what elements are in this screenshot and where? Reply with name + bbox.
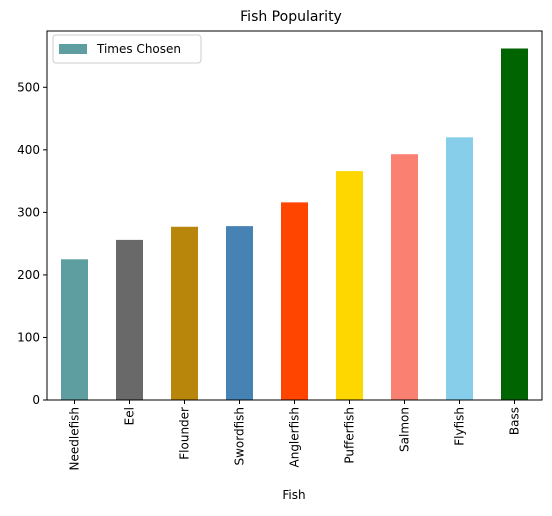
x-tick-label: Swordfish bbox=[233, 407, 247, 466]
x-tick-label: Salmon bbox=[398, 407, 412, 452]
bar-anglerfish bbox=[281, 202, 308, 400]
legend: Times Chosen bbox=[52, 34, 202, 64]
chart-title: Fish Popularity bbox=[240, 9, 342, 25]
y-tick-label: 100 bbox=[17, 330, 40, 344]
x-axis: Needlefish Eel Flounder Swordfish Anglerfish… bbox=[68, 400, 522, 471]
legend-frame bbox=[52, 34, 202, 64]
x-tick-label: Anglerfish bbox=[288, 407, 302, 468]
legend-swatch bbox=[59, 44, 87, 54]
bars-group bbox=[61, 48, 528, 400]
bar-swordfish bbox=[226, 226, 253, 400]
x-tick-label: Flounder bbox=[178, 407, 192, 460]
bar-flounder bbox=[171, 226, 198, 400]
x-tick-label: Bass bbox=[508, 407, 522, 435]
bar-needlefish bbox=[61, 259, 88, 400]
bar-bass bbox=[501, 48, 528, 400]
y-axis: 0 100 200 300 400 500 bbox=[17, 80, 47, 407]
x-tick-label: Eel bbox=[123, 407, 137, 425]
y-tick-label: 200 bbox=[17, 268, 40, 282]
bar-eel bbox=[116, 239, 143, 400]
y-tick-label: 400 bbox=[17, 143, 40, 157]
y-tick-label: 0 bbox=[32, 393, 40, 407]
x-tick-label: Flyfish bbox=[453, 407, 467, 446]
x-tick-label: Needlefish bbox=[68, 407, 82, 471]
legend-label: Times Chosen bbox=[96, 42, 181, 56]
y-tick-label: 300 bbox=[17, 205, 40, 219]
bar-salmon bbox=[391, 154, 418, 400]
y-tick-label: 500 bbox=[17, 80, 40, 94]
x-axis-label: Fish bbox=[282, 488, 305, 502]
bar-pufferfish bbox=[336, 171, 363, 400]
bar-flyfish bbox=[446, 137, 473, 400]
x-tick-label: Pufferfish bbox=[343, 407, 357, 464]
